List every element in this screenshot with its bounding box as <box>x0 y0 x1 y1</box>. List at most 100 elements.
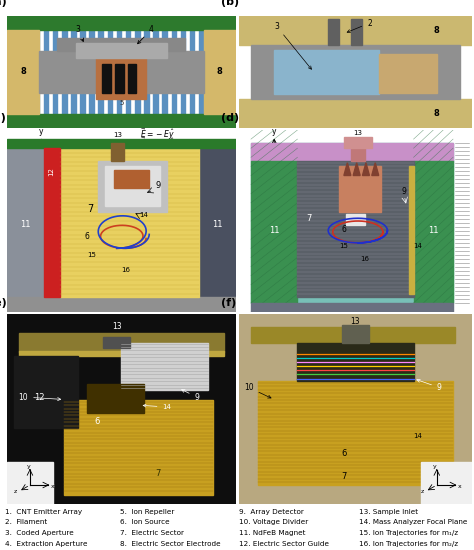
Text: 12: 12 <box>49 168 55 177</box>
Text: x: x <box>66 147 71 156</box>
Text: y: y <box>27 464 31 469</box>
Bar <box>53 16 57 128</box>
Bar <box>60 148 199 298</box>
Bar <box>239 99 472 128</box>
Bar <box>251 303 453 312</box>
Bar <box>144 16 149 128</box>
Text: z: z <box>14 489 17 494</box>
Bar <box>7 114 236 128</box>
Bar <box>7 298 236 312</box>
Text: x: x <box>458 484 462 489</box>
Text: x: x <box>300 147 304 156</box>
Text: 13: 13 <box>353 130 362 135</box>
Text: (a): (a) <box>0 0 7 7</box>
Text: x: x <box>51 484 54 489</box>
Text: 10: 10 <box>18 393 61 402</box>
Bar <box>298 343 413 381</box>
Text: y: y <box>433 464 437 469</box>
Text: 6.  Ion Source: 6. Ion Source <box>120 519 169 525</box>
Text: 5.  Ion Repeller: 5. Ion Repeller <box>120 509 174 515</box>
Bar <box>14 356 78 428</box>
Text: 6: 6 <box>341 449 346 459</box>
Bar <box>251 161 298 303</box>
Bar <box>251 45 460 99</box>
Text: 15: 15 <box>87 252 96 258</box>
Bar <box>409 167 413 294</box>
Bar <box>413 161 453 303</box>
Bar <box>190 16 194 128</box>
Text: y: y <box>39 126 44 136</box>
Text: 9: 9 <box>155 182 161 190</box>
Text: 2: 2 <box>347 19 372 32</box>
Bar <box>153 16 158 128</box>
Text: y: y <box>27 464 30 469</box>
Text: 15: 15 <box>339 243 348 249</box>
Text: 2.  Filament: 2. Filament <box>5 519 47 525</box>
Text: $\vec{B} = -B\hat{z}$: $\vec{B} = -B\hat{z}$ <box>140 135 175 149</box>
Text: $\vec{E} = -E\hat{y}$: $\vec{E} = -E\hat{y}$ <box>140 126 174 142</box>
Text: 3.  Coded Aperture: 3. Coded Aperture <box>5 530 73 536</box>
Bar <box>274 50 379 95</box>
Bar <box>258 381 453 485</box>
Bar <box>379 54 437 93</box>
Bar <box>342 326 369 343</box>
Bar <box>71 16 76 128</box>
Text: 12: 12 <box>35 393 45 402</box>
Bar <box>16 16 21 128</box>
Polygon shape <box>344 163 351 175</box>
Bar <box>115 170 149 188</box>
Text: 14: 14 <box>140 212 148 218</box>
Bar <box>102 64 110 93</box>
Bar <box>111 143 124 161</box>
Bar <box>251 327 456 343</box>
Text: 8: 8 <box>434 109 440 118</box>
Bar <box>44 148 60 298</box>
Text: 7: 7 <box>306 214 312 223</box>
Text: 1.  CNT Emitter Array: 1. CNT Emitter Array <box>5 509 82 515</box>
Bar <box>57 39 185 51</box>
Bar <box>18 333 224 352</box>
Text: (e): (e) <box>0 298 7 309</box>
Text: 8.  Electric Sector Electrode: 8. Electric Sector Electrode <box>120 541 220 547</box>
Text: 11: 11 <box>428 226 438 235</box>
Text: 7: 7 <box>87 204 93 214</box>
Text: 12. Electric Sector Guide: 12. Electric Sector Guide <box>239 541 329 547</box>
Text: 3: 3 <box>76 25 83 41</box>
Text: 7.  Electric Sector: 7. Electric Sector <box>120 530 184 536</box>
Bar <box>128 64 137 93</box>
Bar <box>135 16 140 128</box>
Text: z: z <box>14 488 17 493</box>
Text: 16: 16 <box>360 256 369 262</box>
Bar <box>105 167 160 206</box>
Text: (b): (b) <box>221 0 239 7</box>
Bar <box>217 16 222 128</box>
Text: 16. Ion Trajectories for m₂/z: 16. Ion Trajectories for m₂/z <box>359 541 458 547</box>
Text: 10: 10 <box>244 383 271 398</box>
Text: 8: 8 <box>434 26 440 35</box>
Text: 14. Mass Analyzer Focal Plane: 14. Mass Analyzer Focal Plane <box>359 519 467 525</box>
Bar <box>18 351 224 356</box>
Bar <box>76 43 167 58</box>
Text: (d): (d) <box>221 113 239 123</box>
Bar <box>117 16 121 128</box>
Polygon shape <box>363 163 369 175</box>
Bar <box>339 167 381 212</box>
Bar <box>7 16 236 30</box>
Text: (f): (f) <box>221 298 236 309</box>
Bar <box>351 19 363 45</box>
Bar <box>328 19 339 45</box>
Text: 3: 3 <box>274 22 311 69</box>
Text: 13: 13 <box>351 316 360 326</box>
Bar <box>251 143 453 303</box>
Text: 10. Voltage Divider: 10. Voltage Divider <box>239 519 309 525</box>
Bar <box>39 51 204 93</box>
Bar <box>420 462 472 504</box>
Bar <box>163 16 167 128</box>
Bar <box>90 16 94 128</box>
Text: 9.  Array Detector: 9. Array Detector <box>239 509 304 515</box>
Bar <box>99 16 103 128</box>
Text: z: z <box>257 153 261 162</box>
Bar <box>96 45 146 99</box>
Bar <box>7 30 39 114</box>
Bar <box>344 138 372 148</box>
